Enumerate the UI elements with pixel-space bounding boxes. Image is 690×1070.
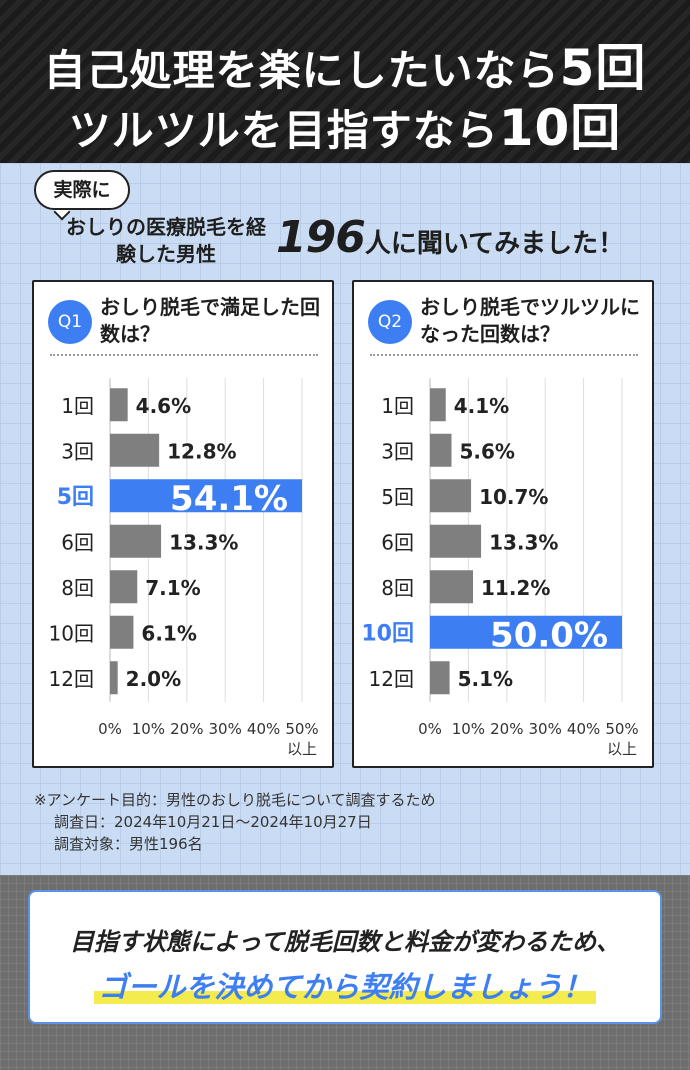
- respondent-count: 196: [276, 212, 366, 263]
- category-label: 10回: [49, 621, 94, 645]
- chart-panel-q2: Q2 おしり脱毛でツルツルになった回数は？ 1回 4.1% 3回 5.6% 5回 10.7…: [352, 280, 654, 768]
- intro-rest: 人に聞いてみました！: [364, 229, 625, 259]
- bar: [110, 433, 160, 467]
- chart-panel-q1: Q1 おしり脱毛で満足した回数は？ 1回 4.6% 3回 12.8% 5回 54.1% 6回…: [32, 280, 334, 768]
- callout-box: 目指す状態によって脱毛回数と料金が変わるため、 ゴールを決めてから契約しましょう…: [28, 890, 662, 1024]
- value-label: 13.3%: [489, 530, 558, 554]
- x-tick-label: 0%: [98, 720, 122, 738]
- speech-bubble: 実際に: [34, 170, 130, 210]
- question-badge: Q2: [368, 300, 412, 344]
- category-label: 8回: [381, 576, 414, 600]
- x-tick-label: 30%: [529, 720, 562, 738]
- dotted-divider: [50, 354, 318, 356]
- callout-line-1: 目指す状態によって脱毛回数と料金が変わるため、: [69, 928, 621, 956]
- category-label: 12回: [369, 667, 414, 691]
- survey-purpose: ※アンケート目的：男性のおしり脱毛について調査するため: [34, 791, 436, 809]
- question-title: おしり脱毛で満足した回数は？: [100, 295, 320, 346]
- headline-line-1: 自己処理を楽にしたいなら5回: [43, 39, 647, 97]
- bar: [430, 388, 446, 422]
- survey-date: 調査日：2024年10月21日〜2024年10月27日: [54, 813, 372, 831]
- category-label: 6回: [381, 530, 414, 554]
- category-label: 5回: [381, 485, 414, 509]
- x-tick-label: 50%: [285, 720, 318, 738]
- bar: [110, 479, 302, 513]
- bar: [430, 479, 472, 513]
- bar: [110, 661, 118, 695]
- value-label: 5.1%: [458, 667, 513, 691]
- bar: [430, 615, 622, 649]
- headline-line-2: ツルツルを目指すなら10回: [68, 99, 622, 157]
- bar: [110, 615, 134, 649]
- question-title: おしり脱毛でツルツルになった回数は？: [420, 295, 640, 346]
- value-label: 13.3%: [169, 530, 238, 554]
- bar: [110, 570, 138, 604]
- value-label: 4.6%: [136, 394, 191, 418]
- x-tick-label: 40%: [567, 720, 600, 738]
- x-tick-label: 20%: [490, 720, 523, 738]
- intro-lead: おしりの医療脱毛を経験した男性: [66, 215, 266, 266]
- x-tick-label: 10%: [132, 720, 165, 738]
- category-label: 1回: [381, 394, 414, 418]
- bar: [430, 570, 474, 604]
- question-badge: Q1: [48, 300, 92, 344]
- x-tick-label: 0%: [418, 720, 442, 738]
- callout-line-2: ゴールを決めてから契約しましょう！: [30, 964, 660, 1006]
- category-label: 5回: [57, 485, 94, 510]
- category-label: 3回: [381, 439, 414, 463]
- category-label: 3回: [61, 439, 94, 463]
- intro-count-line: 196人に聞いてみました！: [276, 212, 624, 263]
- category-label: 6回: [61, 530, 94, 554]
- category-label: 1回: [61, 394, 94, 418]
- header-banner: 自己処理を楽にしたいなら5回 ツルツルを目指すなら10回: [0, 0, 690, 163]
- value-label: 10.7%: [479, 485, 548, 509]
- value-label: 6.1%: [141, 621, 196, 645]
- value-label: 11.2%: [481, 576, 550, 600]
- bar-chart-q2: 1回 4.1% 3回 5.6% 5回 10.7% 6回 13.3% 8回 11.2% 10回 50.0…: [361, 378, 639, 758]
- value-label: 2.0%: [126, 667, 181, 691]
- value-label: 7.1%: [145, 576, 200, 600]
- category-label: 10回: [361, 621, 414, 646]
- category-label: 12回: [49, 667, 94, 691]
- survey-target: 調査対象：男性196名: [54, 835, 203, 853]
- bar: [430, 433, 452, 467]
- bar: [110, 388, 128, 422]
- value-label: 12.8%: [167, 439, 236, 463]
- x-tick-label: 40%: [247, 720, 280, 738]
- x-tick-note: 以上: [287, 740, 317, 758]
- x-tick-label: 10%: [452, 720, 485, 738]
- value-label: 4.1%: [454, 394, 509, 418]
- x-tick-label: 20%: [170, 720, 203, 738]
- bar-chart-q1: 1回 4.6% 3回 12.8% 5回 54.1% 6回 13.3% 8回 7.1% 10回 6.1%…: [49, 378, 319, 758]
- x-tick-label: 30%: [209, 720, 242, 738]
- value-label: 5.6%: [460, 439, 515, 463]
- value-label: 54.1%: [170, 479, 288, 519]
- bar: [430, 524, 482, 558]
- dotted-divider: [370, 354, 638, 356]
- x-tick-label: 50%: [605, 720, 638, 738]
- bar: [110, 524, 162, 558]
- x-tick-note: 以上: [607, 740, 637, 758]
- value-label: 50.0%: [490, 615, 608, 655]
- bar: [430, 661, 450, 695]
- category-label: 8回: [61, 576, 94, 600]
- survey-notes: ※アンケート目的：男性のおしり脱毛について調査するため 調査日：2024年10月…: [34, 789, 436, 855]
